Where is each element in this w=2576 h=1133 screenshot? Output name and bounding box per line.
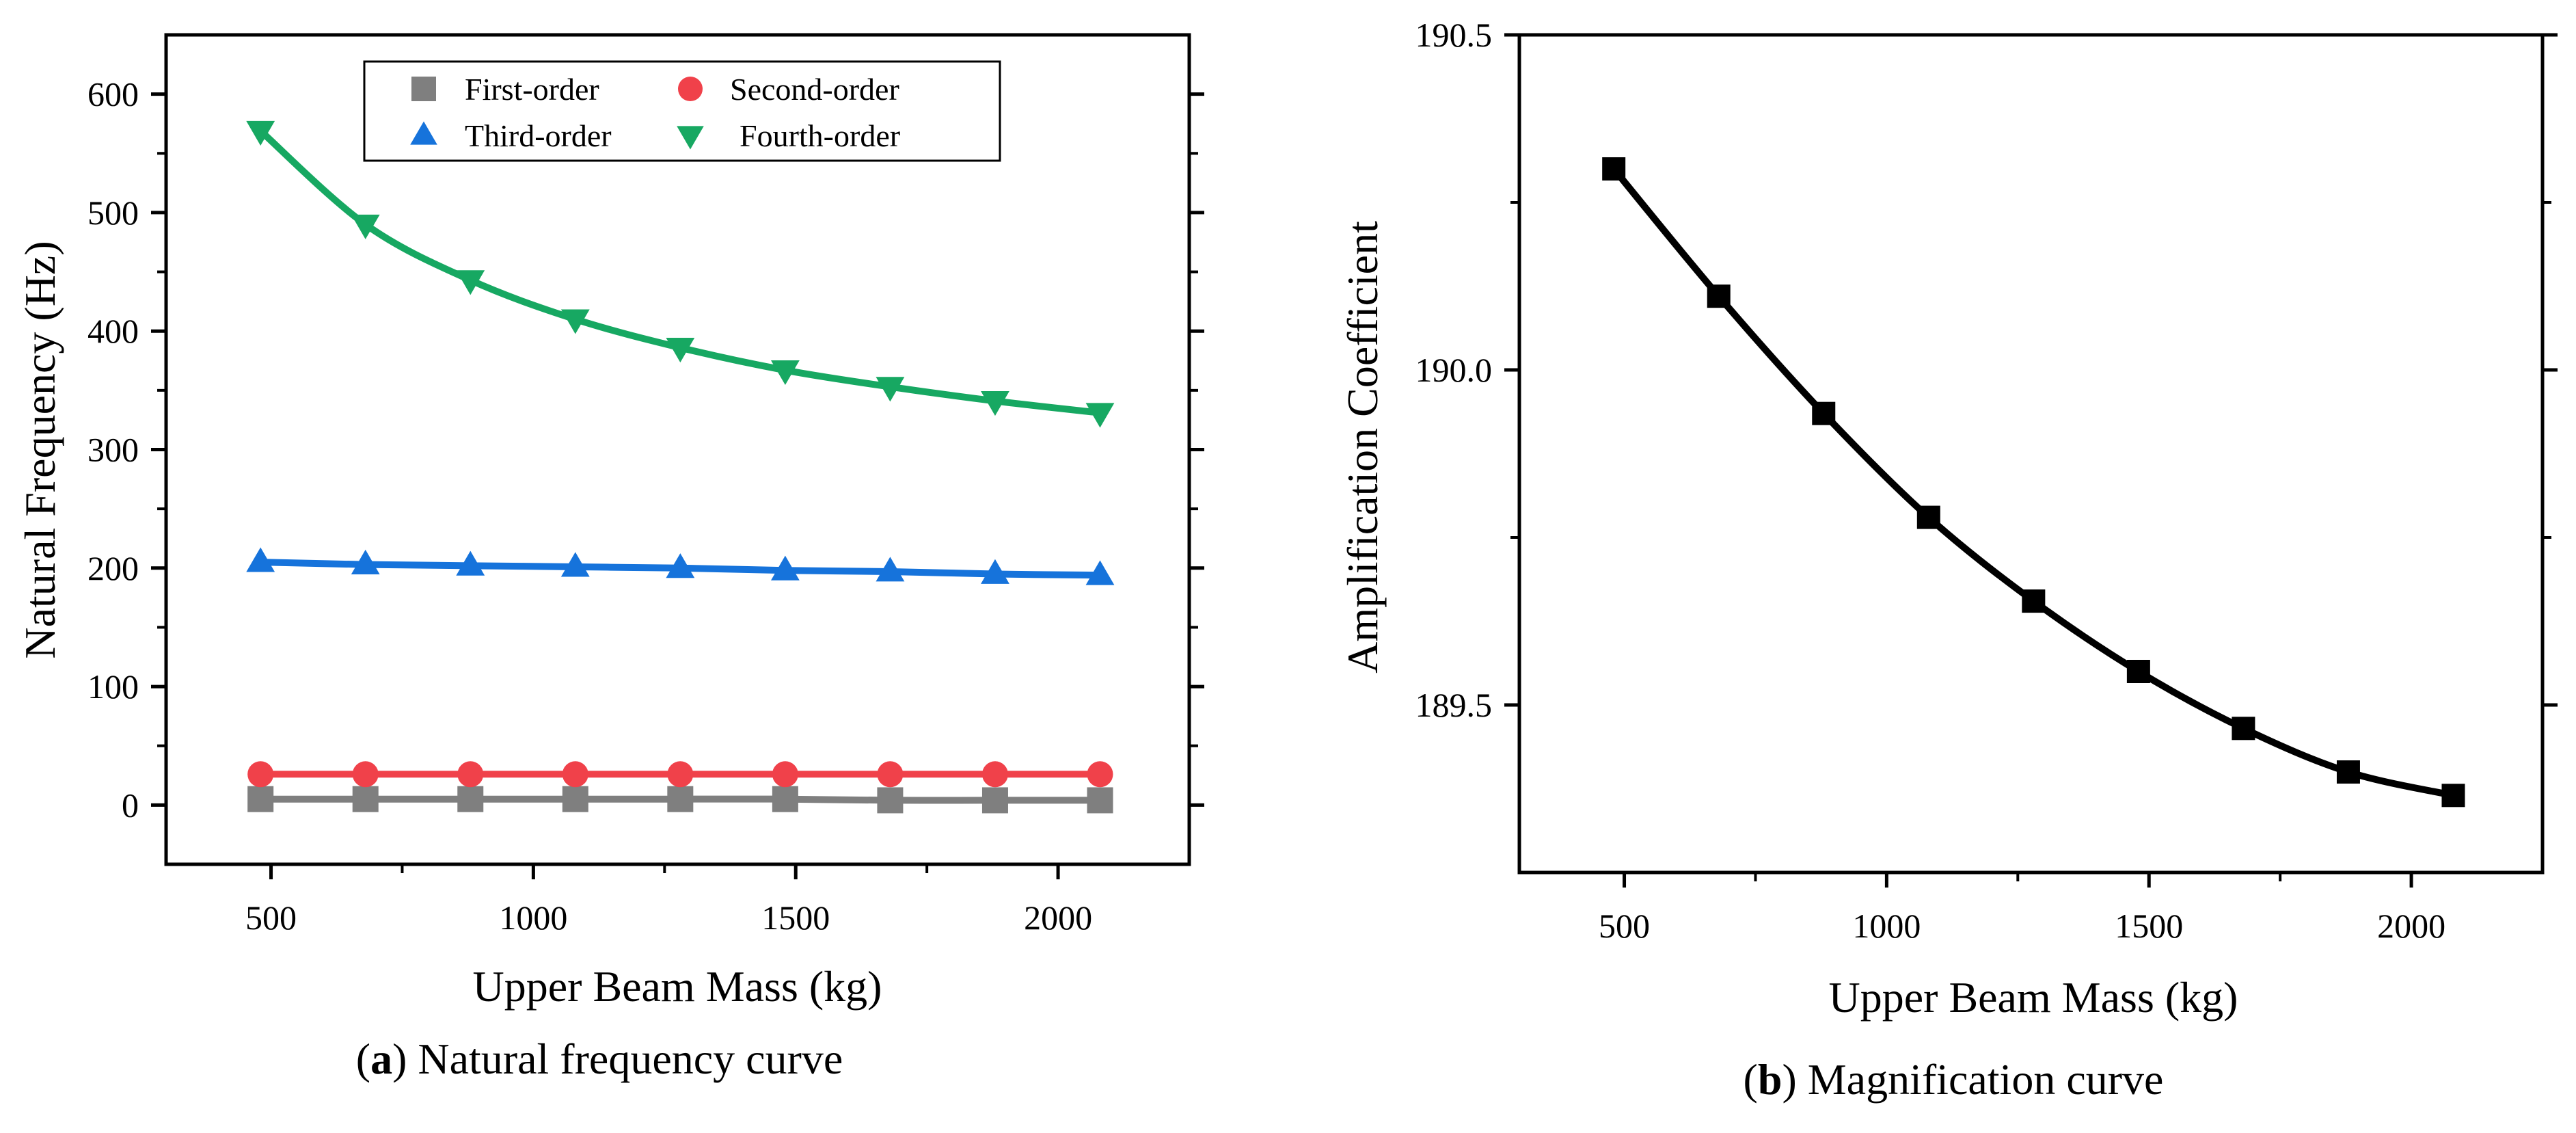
first-order-point	[352, 786, 379, 812]
fourth-order-point	[770, 360, 800, 386]
panel-a-series-lines	[258, 128, 1101, 804]
fourth-order-line	[258, 128, 1101, 416]
second-order-point	[772, 761, 798, 788]
x-tick-label: 500	[1599, 907, 1650, 945]
first-order-point	[772, 786, 798, 812]
series-0-point	[2126, 660, 2150, 683]
series-0-point	[1916, 505, 1940, 529]
legend-second-order-marker	[678, 77, 703, 101]
x-tick-label: 2000	[1024, 898, 1092, 937]
legend-third-order-marker	[410, 121, 437, 145]
panel-b-xlabel: Upper Beam Mass (kg)	[1829, 973, 2238, 1022]
y-tick-label: 190.0	[1415, 351, 1493, 389]
panel-b-caption: (b) Magnification curve	[1744, 1055, 2164, 1104]
third-order-point	[1085, 560, 1115, 585]
y-tick-label: 400	[87, 312, 139, 350]
series-0-point	[2441, 784, 2465, 808]
series-0-point	[2022, 589, 2046, 613]
second-order-point	[981, 761, 1008, 788]
panel-b-caption-text: Magnification curve	[1808, 1055, 2164, 1104]
second-order-point	[667, 761, 694, 788]
series-0-point	[1602, 157, 1626, 181]
legend-fourth-order-marker	[677, 126, 704, 150]
panel-b: 500 1000 1500 2000 189.5 190.0 190.5 Upper Bea…	[1338, 16, 2558, 1104]
series-0-point	[1812, 401, 1836, 425]
second-order-point	[1087, 761, 1113, 788]
panel-b-letter: b	[1758, 1055, 1782, 1104]
panel-a-markers	[246, 120, 1115, 814]
third-order-point	[770, 555, 800, 581]
y-tick-label: 100	[87, 667, 139, 706]
third-order-point	[560, 552, 590, 577]
fourth-order-point	[351, 214, 380, 239]
panel-a-caption: (a) Natural frequency curve	[356, 1035, 843, 1083]
second-order-point	[352, 761, 379, 788]
second-order-point	[562, 761, 588, 788]
panel-a: 500 1000 1500 2000 0 100 200 300 400 500 600 First…	[16, 33, 1204, 1083]
x-tick-label: 1500	[2115, 907, 2183, 945]
y-tick-label: 600	[87, 75, 139, 114]
legend-first-order-label: First-order	[465, 72, 599, 107]
x-tick-label: 1000	[499, 898, 567, 937]
y-tick-label: 500	[87, 194, 139, 232]
series-0-point	[1707, 284, 1731, 308]
third-order-point	[351, 549, 380, 575]
second-order-point	[457, 761, 484, 788]
y-tick-label: 0	[122, 786, 139, 824]
series-0-line	[1611, 166, 2454, 799]
first-order-point	[667, 786, 694, 812]
panel-b-plot-frame	[1517, 33, 2545, 875]
fourth-order-point	[246, 120, 275, 146]
third-order-point	[246, 547, 275, 572]
panel-a-ylabel: Natural Frequency (Hz)	[16, 241, 64, 658]
legend-box	[363, 60, 1001, 162]
panel-b-ylabel: Amplification Coefficient	[1338, 221, 1387, 674]
fourth-order-point	[981, 391, 1009, 416]
x-tick-label: 1500	[761, 898, 830, 937]
legend-second-order-label: Second-order	[730, 72, 899, 107]
second-order-point	[877, 761, 904, 788]
fourth-order-point	[666, 338, 695, 363]
panel-b-ticks: 500 1000 1500 2000 189.5 190.0 190.5	[1415, 16, 2558, 945]
panel-b-markers	[1602, 157, 2465, 808]
panel-a-letter: a	[370, 1035, 392, 1083]
x-tick-label: 500	[245, 898, 297, 937]
panel-a-caption-text: Natural frequency curve	[418, 1035, 843, 1083]
y-tick-label: 189.5	[1415, 686, 1493, 724]
legend-fourth-order-label: Fourth-order	[740, 118, 900, 153]
y-tick-label: 200	[87, 549, 139, 587]
first-order-point	[981, 787, 1008, 814]
first-order-point	[1087, 787, 1113, 814]
fourth-order-point	[560, 309, 590, 334]
panel-a-xlabel: Upper Beam Mass (kg)	[473, 962, 882, 1011]
third-order-point	[456, 550, 485, 576]
second-order-point	[247, 761, 274, 788]
third-order-point	[666, 553, 695, 578]
first-order-point	[562, 786, 588, 812]
x-tick-label: 2000	[2377, 907, 2445, 945]
legend-third-order-label: Third-order	[465, 118, 612, 153]
panel-a-legend: First-order Second-order Third-order Fourth…	[363, 60, 1001, 162]
legend-first-order-marker	[411, 77, 436, 101]
panel-b-series-lines	[1611, 166, 2454, 799]
third-order-point	[981, 559, 1009, 584]
y-tick-label: 190.5	[1415, 16, 1493, 54]
first-order-point	[247, 786, 274, 812]
fourth-order-point	[456, 270, 485, 295]
x-tick-label: 1000	[1852, 907, 1921, 945]
panel-a-ticks: 500 1000 1500 2000 0 100 200 300 400 500 600	[87, 75, 1204, 937]
third-order-point	[876, 557, 905, 582]
series-0-point	[2232, 717, 2255, 741]
series-0-point	[2336, 760, 2360, 784]
fourth-order-point	[876, 377, 905, 402]
first-order-point	[457, 786, 484, 812]
fourth-order-point	[1085, 403, 1115, 428]
y-tick-label: 300	[87, 431, 139, 469]
first-order-point	[877, 787, 904, 814]
